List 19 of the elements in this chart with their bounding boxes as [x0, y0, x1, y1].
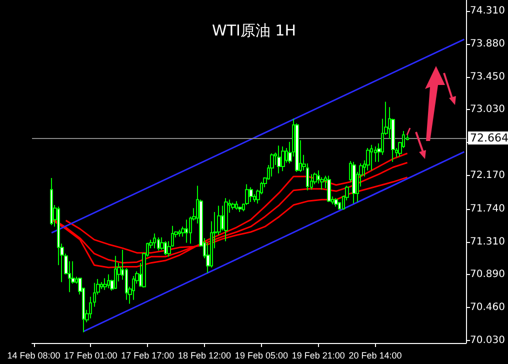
- y-tick-label: 72.170: [470, 170, 505, 182]
- x-tick-label: 19 Feb 21:00: [292, 350, 345, 360]
- y-tick-label: 71.310: [470, 236, 505, 248]
- x-tick-label: 19 Feb 05:00: [234, 350, 288, 360]
- x-tick-label: 14 Feb 08:00: [7, 350, 60, 360]
- x-tick-label: 18 Feb 12:00: [178, 350, 232, 360]
- y-tick-label: 74.310: [470, 5, 505, 16]
- y-tick-label: 71.740: [470, 203, 505, 214]
- ref-line-label: 72.664: [470, 131, 508, 144]
- y-tick-label: 70.890: [470, 268, 505, 280]
- y-tick-label: 70.460: [470, 302, 505, 314]
- x-tick-label: 17 Feb 01:00: [64, 350, 118, 360]
- y-tick-label: 70.030: [470, 335, 505, 346]
- y-tick-label: 73.030: [470, 104, 505, 115]
- text: WTI原油 1H: [212, 22, 296, 40]
- y-tick-label: 73.450: [470, 72, 505, 83]
- x-tick-label: 17 Feb 17:00: [121, 350, 174, 360]
- x-tick-label: 20 Feb 14:00: [348, 350, 402, 360]
- y-tick-label: 73.880: [470, 38, 505, 50]
